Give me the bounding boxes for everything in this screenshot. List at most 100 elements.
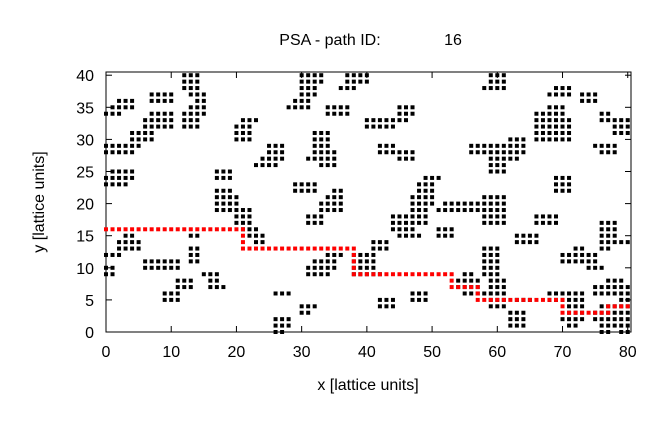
site-point (488, 259, 493, 264)
site-point (325, 208, 330, 213)
site-point (214, 188, 219, 193)
site-point (273, 317, 278, 322)
site-point (488, 304, 493, 309)
site-point (560, 182, 565, 187)
site-point (312, 143, 317, 148)
site-point (430, 182, 435, 187)
site-point (501, 79, 506, 84)
path-point (351, 272, 356, 277)
site-point (514, 137, 519, 142)
site-point (312, 182, 317, 187)
site-point (188, 246, 193, 251)
site-point (234, 130, 239, 135)
site-point (325, 137, 330, 142)
site-point (162, 92, 167, 97)
site-point (612, 233, 617, 238)
y-axis-label: y [lattice units] (31, 151, 48, 252)
site-point (606, 246, 611, 251)
site-point (475, 208, 480, 213)
site-point (188, 124, 193, 129)
site-point (136, 130, 141, 135)
site-point (123, 143, 128, 148)
site-point (495, 285, 500, 290)
path-point (475, 285, 480, 290)
site-point (521, 150, 526, 155)
site-point (306, 73, 311, 78)
plot-frame (105, 71, 632, 333)
site-point (195, 124, 200, 129)
site-point (162, 259, 167, 264)
site-point (606, 150, 611, 155)
path-point (436, 272, 441, 277)
site-point (306, 188, 311, 193)
site-point (130, 169, 135, 174)
site-point (599, 246, 604, 251)
site-point (332, 156, 337, 161)
site-point (501, 143, 506, 148)
path-point (149, 227, 154, 232)
site-point (573, 304, 578, 309)
site-point (377, 150, 382, 155)
site-point (417, 297, 422, 302)
site-point (182, 278, 187, 283)
path-point (606, 304, 611, 309)
site-point (586, 259, 591, 264)
site-point (417, 201, 422, 206)
path-point (201, 227, 206, 232)
site-point (136, 246, 141, 251)
path-point (580, 310, 585, 315)
site-point (514, 323, 519, 328)
path-point (240, 246, 245, 251)
site-point (612, 240, 617, 245)
site-point (599, 317, 604, 322)
site-point (312, 79, 317, 84)
site-point (567, 182, 572, 187)
site-point (162, 111, 167, 116)
site-point (508, 323, 513, 328)
site-point (188, 252, 193, 257)
site-point (273, 156, 278, 161)
site-point (175, 278, 180, 283)
site-point (325, 156, 330, 161)
site-point (488, 220, 493, 225)
site-point (117, 252, 122, 257)
site-point (625, 130, 630, 135)
site-point (104, 252, 108, 257)
site-point (567, 259, 572, 264)
site-point (430, 201, 435, 206)
site-point (130, 137, 135, 142)
site-point (501, 150, 506, 155)
site-point (117, 143, 122, 148)
site-point (214, 195, 219, 200)
site-point (606, 330, 611, 334)
site-point (540, 130, 545, 135)
site-point (390, 227, 395, 232)
site-point (280, 323, 285, 328)
site-point (625, 317, 630, 322)
site-point (169, 297, 174, 302)
site-point (358, 73, 363, 78)
site-point (501, 214, 506, 219)
site-point (371, 259, 376, 264)
site-point (169, 98, 174, 103)
site-point (417, 195, 422, 200)
path-point (534, 297, 539, 302)
site-point (214, 201, 219, 206)
site-point (436, 175, 441, 180)
site-point (593, 265, 598, 270)
path-point (390, 272, 395, 277)
site-point (247, 214, 252, 219)
site-point (586, 98, 591, 103)
site-point (423, 182, 428, 187)
site-point (443, 201, 448, 206)
x-tick-label: 20 (228, 344, 246, 361)
site-point (280, 143, 285, 148)
site-point (488, 252, 493, 257)
site-point (625, 240, 630, 245)
site-point (299, 188, 304, 193)
site-point (377, 124, 382, 129)
site-point (306, 156, 311, 161)
site-point (527, 240, 532, 245)
path-point (136, 227, 141, 232)
